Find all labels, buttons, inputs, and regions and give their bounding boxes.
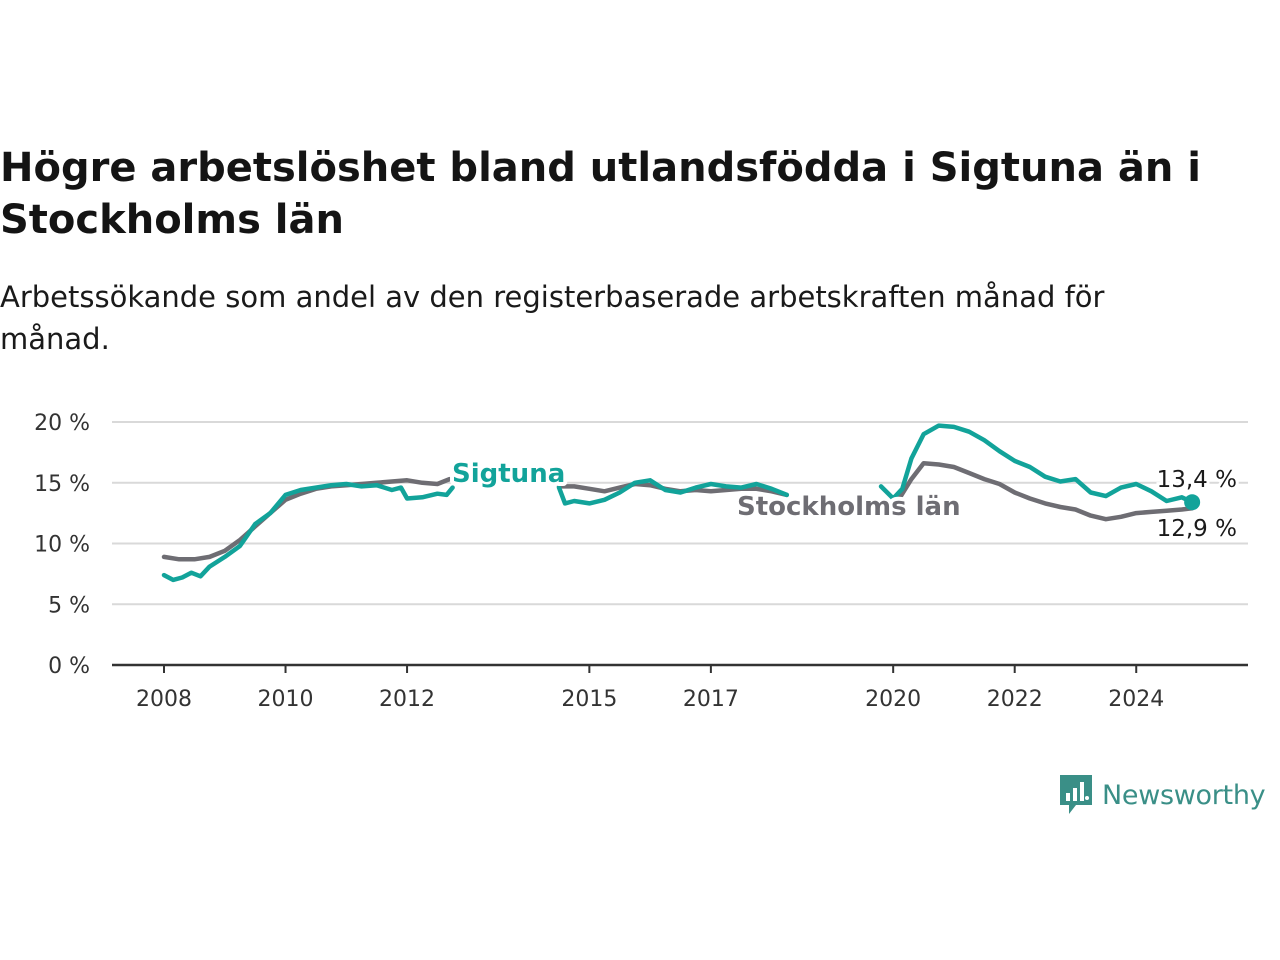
y-tick-label: 5 % [48,593,90,618]
line-chart: 0 % 5 % 10 % 15 % 20 % 2008 2010 2012 2015 2017 20… [34,411,1248,712]
y-tick-label: 20 % [34,411,90,436]
series-line-stockholms-l-n [161,461,1195,562]
x-tick-label: 2010 [258,687,314,712]
x-tick-label: 2008 [136,687,192,712]
gridlines [112,421,1248,606]
chart-title: Högre arbetslöshet bland utlandsfödda i … [0,145,1201,243]
series-end-dot-sigtuna [1184,494,1201,511]
y-tick-label: 0 % [48,654,90,679]
brand-name: Newsworthy [1102,779,1266,811]
x-tick-label: 2022 [987,687,1043,712]
x-tick-label: 2012 [379,687,435,712]
end-value-label-stockholms-lan: 12,9 % [1157,516,1237,542]
y-tick-label: 15 % [34,472,90,497]
x-tick-label: 2020 [865,687,921,712]
x-tick-label: 2015 [561,687,617,712]
y-tick-label: 10 % [34,533,90,558]
axes: 0 % 5 % 10 % 15 % 20 % 2008 2010 2012 2015 2017 20… [34,411,1248,712]
series-label-sigtuna: Sigtuna [452,459,565,489]
series-lines [161,423,1201,583]
x-tick-label: 2024 [1108,687,1164,712]
end-value-label-sigtuna: 13,4 % [1157,467,1237,493]
newsworthy-logo-icon [1060,775,1092,814]
chart-subtitle: Arbetssökande som andel av den registerb… [0,280,1105,356]
newsworthy-brand: Newsworthy [1058,772,1266,818]
series-labels: Sigtuna Stockholms län 13,4 % 12,9 % [448,455,1240,545]
x-tick-label: 2017 [683,687,739,712]
series-label-stockholms-lan: Stockholms län [737,492,961,522]
series-line-sigtuna [161,423,1195,583]
